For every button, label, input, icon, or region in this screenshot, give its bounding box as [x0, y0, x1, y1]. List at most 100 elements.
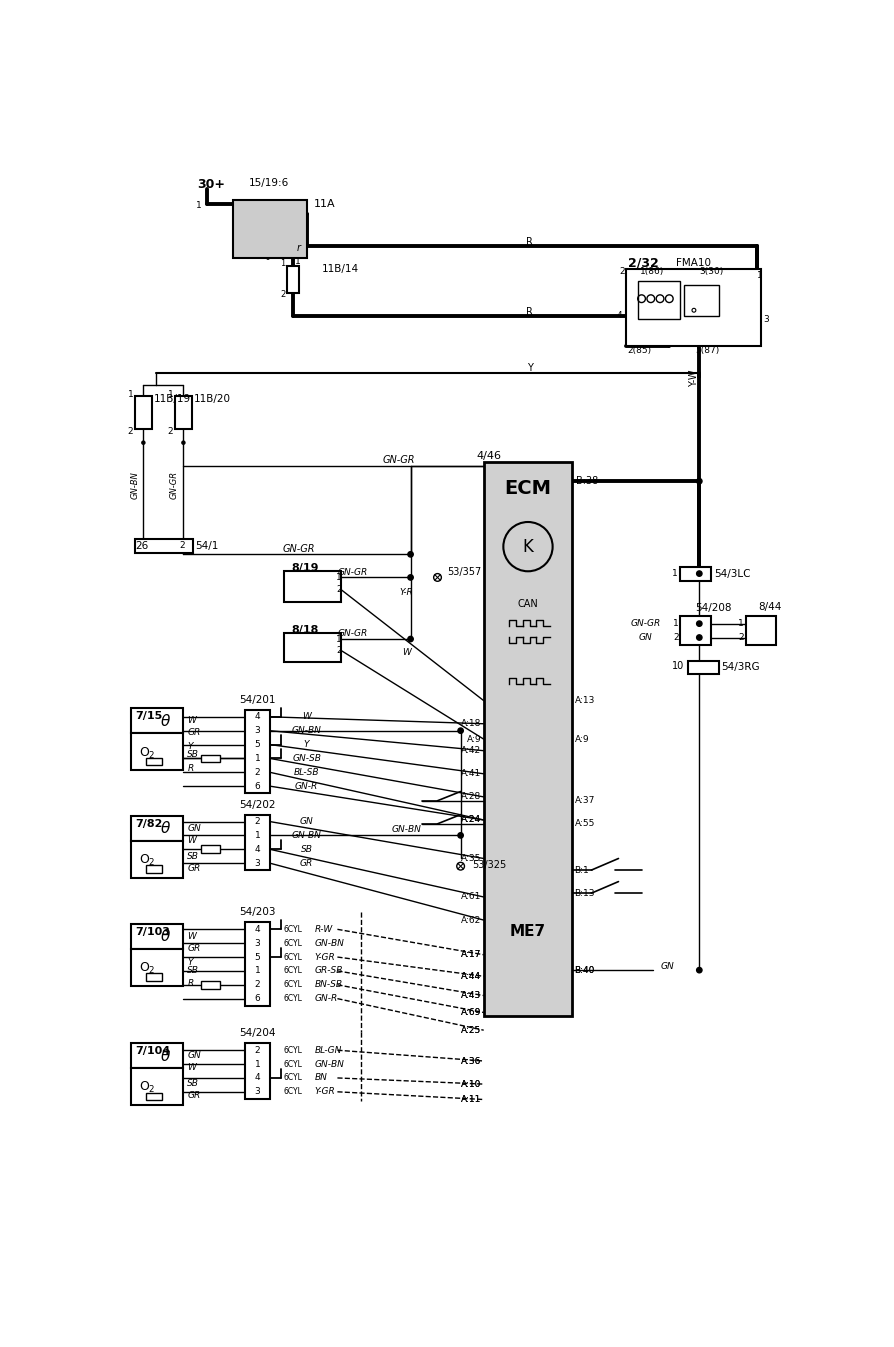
Text: 1: 1	[196, 201, 202, 210]
Bar	[131, 733, 183, 770]
Text: GN: GN	[660, 962, 674, 971]
Text: GN-R: GN-R	[314, 994, 337, 1004]
Text: A:11: A:11	[460, 1095, 481, 1105]
Text: A:43: A:43	[460, 991, 481, 999]
Text: GN-BN: GN-BN	[291, 831, 321, 841]
Text: 3(30): 3(30)	[698, 267, 722, 276]
Circle shape	[696, 571, 701, 577]
Text: A:36: A:36	[460, 1056, 481, 1065]
Text: 7/104: 7/104	[135, 1047, 170, 1056]
Text: BN: BN	[314, 1074, 327, 1083]
Text: GR: GR	[299, 858, 313, 867]
Text: $\theta$: $\theta$	[160, 1048, 171, 1064]
Text: 6: 6	[254, 781, 260, 791]
Bar	[283, 571, 341, 602]
Text: Y: Y	[527, 362, 532, 373]
Bar	[147, 757, 162, 765]
Bar	[245, 815, 269, 870]
Text: 3: 3	[254, 939, 260, 948]
Text: 2/32: 2/32	[628, 257, 659, 269]
Bar	[201, 846, 219, 853]
Text: 11A: 11A	[314, 199, 335, 209]
Text: 11B/14: 11B/14	[322, 264, 358, 275]
Bar	[131, 924, 183, 948]
Text: A:24: A:24	[460, 815, 481, 824]
Text: 2: 2	[335, 647, 342, 655]
Text: Y: Y	[187, 742, 192, 752]
Text: 1(86): 1(86)	[639, 267, 663, 276]
Circle shape	[408, 636, 413, 641]
Text: 2: 2	[167, 427, 173, 435]
Text: r: r	[296, 242, 300, 253]
Text: B:40: B:40	[574, 966, 595, 975]
Text: 4: 4	[254, 1074, 260, 1083]
Bar	[135, 539, 192, 552]
Text: 7/15: 7/15	[135, 711, 162, 721]
Text: A:69: A:69	[460, 1008, 481, 1017]
Text: A:24: A:24	[460, 815, 481, 824]
Bar	[147, 1092, 162, 1100]
Text: 7/103: 7/103	[135, 927, 170, 936]
Text: A:11: A:11	[460, 1095, 481, 1105]
Text: 6CYL: 6CYL	[283, 1060, 302, 1068]
Text: O$_2$: O$_2$	[139, 960, 156, 977]
Text: Y-GR: Y-GR	[314, 1087, 334, 1096]
Text: 15/19:6: 15/19:6	[249, 178, 289, 189]
Text: 1: 1	[128, 389, 133, 399]
Text: CAN: CAN	[517, 599, 538, 609]
Text: A:9: A:9	[467, 734, 481, 744]
Text: $\theta$: $\theta$	[160, 928, 171, 944]
Text: 1: 1	[254, 1060, 260, 1068]
Text: 5: 5	[254, 740, 260, 749]
Text: GR: GR	[187, 729, 200, 737]
Bar	[679, 616, 710, 645]
Bar	[245, 710, 269, 793]
Text: GN-GR: GN-GR	[383, 455, 415, 465]
Text: 53/325: 53/325	[472, 859, 506, 870]
Bar	[131, 816, 183, 841]
Text: A:10: A:10	[460, 1079, 481, 1088]
Circle shape	[408, 552, 413, 558]
Text: W: W	[187, 836, 196, 846]
Text: 53/357: 53/357	[446, 567, 480, 577]
Circle shape	[456, 862, 464, 870]
Circle shape	[696, 967, 701, 973]
Text: 2: 2	[335, 585, 342, 594]
Text: 1: 1	[756, 271, 762, 280]
Text: R: R	[187, 979, 193, 989]
Text: 6CYL: 6CYL	[283, 1074, 302, 1083]
Text: GN: GN	[637, 633, 652, 643]
Text: 7/82: 7/82	[135, 819, 162, 828]
Circle shape	[696, 621, 701, 626]
Text: 8/18: 8/18	[291, 625, 318, 634]
Text: 5(87): 5(87)	[695, 346, 719, 354]
Bar	[687, 660, 718, 674]
Text: 1: 1	[671, 568, 677, 578]
Text: B:13: B:13	[574, 889, 595, 897]
Text: 54/201: 54/201	[239, 695, 275, 704]
Text: W: W	[187, 932, 196, 940]
Bar	[174, 396, 191, 428]
Bar	[679, 567, 710, 581]
Text: A:41: A:41	[460, 769, 481, 779]
Circle shape	[141, 442, 145, 445]
Text: R: R	[187, 764, 193, 773]
Text: A:9: A:9	[574, 734, 588, 744]
Text: 54/1: 54/1	[195, 541, 218, 551]
Text: GN-BN: GN-BN	[392, 826, 421, 835]
Text: 3: 3	[254, 858, 260, 867]
Text: A:28: A:28	[460, 792, 481, 801]
Text: R: R	[526, 237, 533, 248]
Bar	[233, 201, 307, 257]
Text: 54/203: 54/203	[239, 908, 275, 917]
Text: $\theta$: $\theta$	[160, 713, 171, 729]
Text: 6CYL: 6CYL	[283, 966, 302, 975]
Text: 2: 2	[180, 541, 185, 551]
Bar	[131, 709, 183, 733]
Text: W: W	[302, 713, 311, 721]
Text: ME7: ME7	[510, 924, 545, 939]
Circle shape	[458, 832, 463, 838]
Bar	[637, 282, 679, 319]
Text: GN-SB: GN-SB	[291, 754, 321, 762]
Text: GN-BN: GN-BN	[314, 1060, 344, 1068]
